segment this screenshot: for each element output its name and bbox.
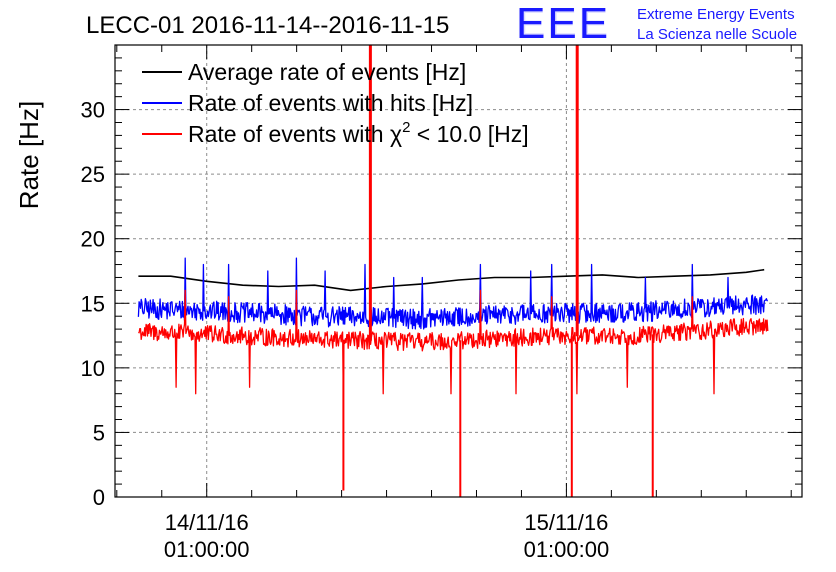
logo-shadow: EEE	[516, 0, 610, 48]
legend: Average rate of events [Hz] Rate of event…	[142, 59, 529, 147]
logo-letters: EEE	[516, 0, 610, 48]
x-tick-date: 15/11/16	[524, 510, 608, 535]
plot-frame	[114, 44, 803, 498]
y-tick-label: 10	[81, 356, 105, 381]
series-line-chi2	[137, 289, 769, 395]
logo-line1: Extreme Energy Events	[637, 6, 795, 23]
y-tick-label: 5	[93, 420, 105, 445]
legend-entry: Rate of events with hits [Hz]	[188, 90, 473, 116]
x-tick-time: 01:00:00	[164, 537, 250, 562]
chart-title: LECC-01 2016-11-14--2016-11-15	[86, 12, 449, 39]
series-layer	[137, 45, 769, 497]
logo-line2: La Scienza nelle Scuole	[637, 26, 797, 43]
legend-entry: Average rate of events [Hz]	[188, 59, 466, 85]
y-tick-label: 25	[81, 162, 105, 187]
x-tick-time: 01:00:00	[524, 537, 610, 562]
series-line-average	[138, 268, 765, 292]
legend-entry: Rate of events with χ2 < 10.0 [Hz]	[188, 119, 529, 147]
y-tick-label: 30	[81, 98, 105, 123]
y-axis-label: Rate [Hz]	[14, 101, 44, 209]
eee-logo: EEE EEE Extreme Energy Events La Scienza…	[516, 0, 797, 48]
y-tick-label: 0	[93, 485, 105, 510]
series-line-hits	[137, 257, 768, 330]
axes: 05101520253014/11/1601:00:0015/11/1601:0…	[81, 44, 803, 562]
y-tick-label: 20	[81, 227, 105, 252]
y-tick-label: 15	[81, 291, 105, 316]
x-tick-date: 14/11/16	[165, 510, 249, 535]
